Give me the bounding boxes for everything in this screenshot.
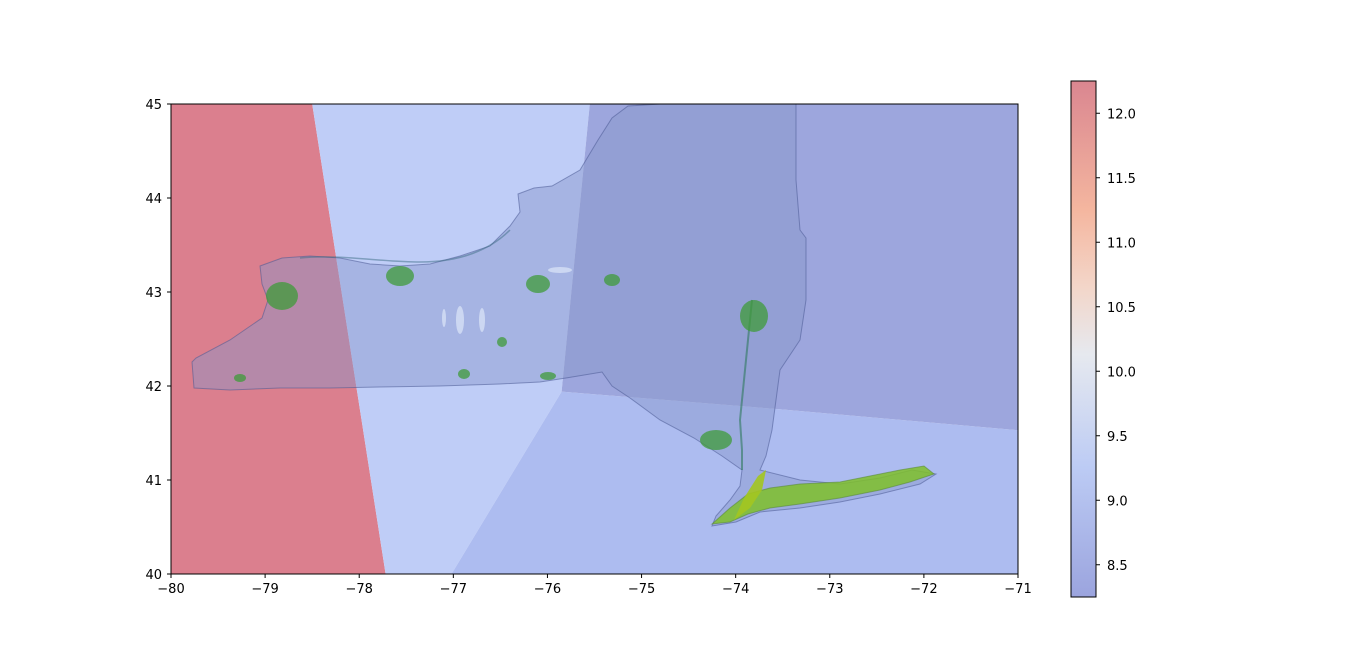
y-tick-label: 43	[145, 286, 162, 301]
x-axis-ticks: −80 −79 −78 −77 −76 −75 −74 −73 −72 −71	[157, 574, 1032, 597]
x-tick-label: −73	[816, 582, 843, 597]
colorbar-tick-label: 10.5	[1107, 301, 1136, 316]
state-road-network	[191, 104, 938, 527]
long-island	[710, 465, 936, 525]
y-tick-label: 44	[145, 192, 162, 207]
state-outline	[191, 104, 938, 527]
x-tick-label: −80	[157, 582, 184, 597]
colorbar-tick-label: 11.5	[1107, 172, 1136, 187]
map-axes: −80 −79 −78 −77 −76 −75 −74 −73 −72 −71 404142434…	[145, 98, 1031, 597]
y-tick-label: 42	[145, 380, 162, 395]
y-axis-ticks: 40 41 42 43 44 45	[145, 98, 171, 583]
region-layer	[171, 104, 1018, 574]
colorbar-tick-label: 10.0	[1107, 365, 1136, 380]
x-tick-label: −77	[440, 582, 467, 597]
colorbar: 8.5 9.0 9.5 10.0 10.5 11.0 11.5 12.0	[1070, 80, 1136, 598]
region-central	[312, 104, 590, 574]
y-tick-label: 40	[145, 568, 162, 583]
colorbar-tick-label: 9.0	[1107, 494, 1128, 509]
lake-ontario-shore	[299, 229, 511, 263]
urban-areas	[234, 266, 768, 450]
x-tick-label: −79	[251, 582, 278, 597]
colorbar-tick-label: 12.0	[1107, 107, 1136, 122]
x-tick-label: −78	[346, 582, 373, 597]
hudson-corridor	[738, 299, 753, 470]
x-tick-label: −74	[722, 582, 749, 597]
region-west	[171, 104, 386, 574]
x-tick-label: −72	[910, 582, 937, 597]
x-tick-label: −71	[1004, 582, 1031, 597]
colorbar-tick-label: 8.5	[1107, 559, 1128, 574]
y-tick-label: 41	[145, 474, 162, 489]
region-north-east	[561, 104, 1018, 431]
nyc-metro	[734, 470, 766, 520]
colorbar-tick-label: 9.5	[1107, 430, 1128, 445]
colorbar-tick-label: 11.0	[1107, 236, 1136, 251]
colorbar-gradient	[1070, 80, 1097, 598]
colorbar-ticks: 8.5 9.0 9.5 10.0 10.5 11.0 11.5 12.0	[1096, 107, 1136, 574]
finger-lakes	[442, 267, 572, 334]
x-tick-label: −75	[628, 582, 655, 597]
axes-frame	[170, 103, 1019, 575]
y-tick-label: 45	[145, 98, 162, 113]
x-tick-label: −76	[534, 582, 561, 597]
region-south-east	[451, 391, 1018, 574]
